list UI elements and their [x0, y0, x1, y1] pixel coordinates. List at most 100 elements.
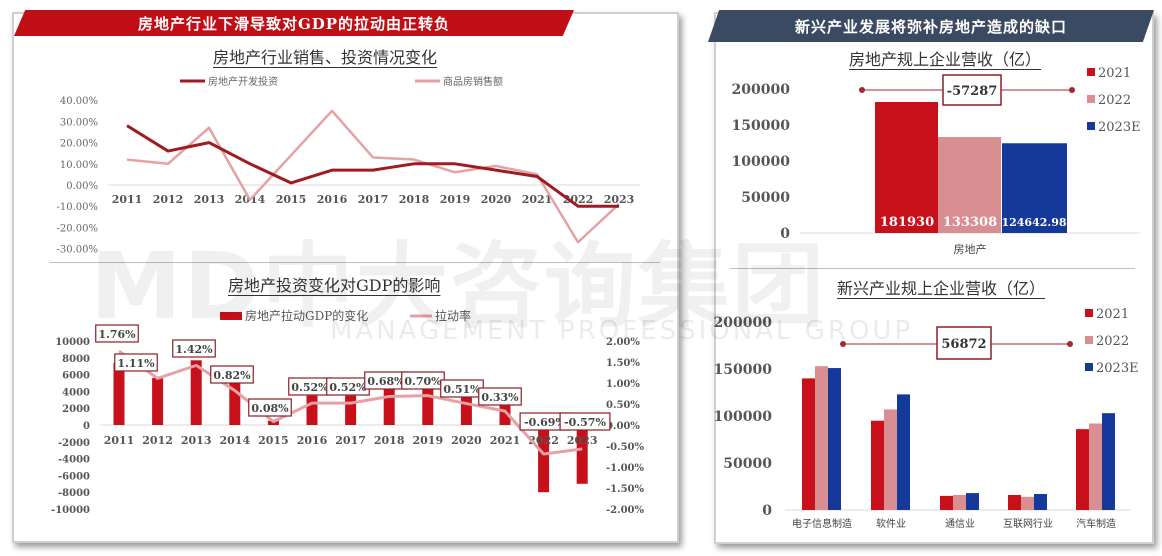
emerging-revenue-chart-title: 新兴产业规上企业营收（亿）: [837, 279, 1046, 298]
svg-text:-0.69%: -0.69%: [524, 416, 566, 429]
realestate-revenue-chart-title: 房地产规上企业营收（亿）: [849, 50, 1042, 69]
left-banner: 房地产行业下滑导致对GDP的拉动由正转负: [14, 10, 574, 36]
svg-text:-0.57%: -0.57%: [564, 416, 606, 429]
bar-电子信息制造-2021: [802, 378, 815, 510]
y-tick-label: -30.00%: [56, 245, 98, 256]
x-tick-label: 2021: [490, 434, 521, 447]
y-tick-label: 40.00%: [60, 96, 98, 107]
gdp-impact-combo-chart: 房地产拉动GDP的变化 拉动率 10000 8000 6000 4000 2000 0 -200…: [51, 308, 645, 516]
svg-text:拉动率: 拉动率: [435, 308, 471, 323]
legend-2022: 2022: [1085, 334, 1129, 349]
data-label: 0.08%: [248, 398, 292, 417]
x-tick-label: 2013: [194, 193, 225, 206]
sales-investment-chart-title: 房地产行业销售、投资情况变化: [213, 48, 438, 67]
x-tick-label: 2016: [317, 193, 348, 206]
bar-2023: [576, 425, 588, 484]
right-y-tick-label: -1.00%: [606, 463, 645, 474]
x-tick-label: 2023: [567, 434, 598, 447]
x-category-label: 通信业: [945, 518, 975, 530]
svg-text:0.70%: 0.70%: [404, 375, 442, 388]
x-tick-label: 2016: [297, 434, 328, 447]
data-label: 0.70%: [401, 371, 445, 390]
left-y-tick-label: 4000: [62, 387, 90, 398]
x-tick-label: 2013: [181, 434, 212, 447]
bar-互联网行业-2021: [1008, 494, 1021, 510]
svg-text:0.52%: 0.52%: [291, 381, 329, 394]
data-label: 1.76%: [95, 324, 139, 343]
y-tick-label: 0: [780, 226, 790, 242]
x-tick-label: 2022: [563, 193, 594, 206]
y-tick-label: 0.00%: [66, 181, 98, 192]
right-y-tick-label: 1.50%: [606, 358, 640, 369]
gdp-impact-chart-title: 房地产投资变化对GDP的影响: [228, 276, 441, 295]
bar-互联网行业-2023E: [1034, 494, 1047, 510]
y-tick-label: 30.00%: [60, 117, 98, 128]
bar-通信业-2022: [953, 494, 966, 510]
right-banner: 新兴产业发展将弥补房地产造成的缺口: [708, 10, 1154, 42]
bar-2014: [229, 383, 241, 425]
left-y-tick-label: -8000: [58, 488, 90, 499]
bar-value-label: 133308: [943, 215, 997, 230]
bar-2012: [152, 377, 164, 425]
left-y-tick-label: 6000: [62, 371, 90, 382]
bar-2022: [538, 425, 550, 493]
bar-2013: [190, 360, 202, 425]
left-y-tick-label: 0: [83, 421, 90, 432]
left-y-tick-label: -6000: [58, 471, 90, 482]
data-label: -0.57%: [559, 412, 611, 431]
bar-通信业-2021: [940, 495, 953, 510]
bar-2021: [875, 102, 938, 233]
data-label: 0.51%: [440, 379, 484, 398]
left-y-tick-label: -2000: [58, 438, 90, 449]
right-divider: [730, 268, 1135, 269]
bar-2023E: [1002, 143, 1067, 233]
difference-annotation: 56872: [840, 326, 1073, 360]
y-tick-label: 100000: [732, 154, 791, 170]
bar-2019: [422, 388, 434, 425]
svg-text:2022: 2022: [1098, 93, 1131, 108]
bar-2020: [460, 395, 472, 425]
bar-汽车制造-2021: [1076, 429, 1089, 510]
x-tick-label: 2021: [522, 193, 553, 206]
data-label: 0.68%: [364, 371, 408, 390]
y-tick-label: 150000: [732, 118, 791, 134]
y-tick-label: -10.00%: [56, 202, 98, 213]
y-tick-label: 200000: [732, 82, 791, 98]
svg-text:0.68%: 0.68%: [367, 375, 405, 388]
svg-text:0.33%: 0.33%: [481, 391, 519, 404]
y-tick-label: 100000: [714, 409, 773, 425]
right-y-tick-label: 1.00%: [606, 379, 640, 390]
y-tick-label: 0: [762, 503, 772, 519]
x-tick-label: 2017: [335, 434, 366, 447]
bar-电子信息制造-2022: [815, 366, 828, 510]
bar-2016: [306, 395, 318, 425]
right-y-tick-label: -1.50%: [606, 484, 645, 495]
data-label: 0.52%: [288, 377, 332, 396]
sales-investment-line-chart: 房地产开发投资 商品房销售额 40.00% 30.00% 20.00% 10.00% 0.0…: [56, 75, 640, 256]
x-tick-label: 2020: [481, 193, 512, 206]
x-category-label: 互联网行业: [1003, 517, 1053, 530]
bar-2018: [383, 388, 395, 425]
realestate-revenue-bar-chart: 200000 150000 100000 50000 0 181930 133308 1246…: [732, 66, 1141, 256]
data-label: 0.33%: [478, 387, 522, 406]
line-series-investment: [126, 124, 619, 208]
left-panel: [14, 14, 677, 541]
x-tick-label: 2020: [451, 434, 482, 447]
svg-text:1.42%: 1.42%: [175, 343, 213, 356]
right-y-tick-label: 0.50%: [606, 400, 640, 411]
bar-电子信息制造-2023E: [828, 368, 841, 510]
x-tick-label: 2018: [399, 193, 430, 206]
svg-text:0.52%: 0.52%: [329, 381, 367, 394]
bar-value-label: 124642.98: [1001, 216, 1066, 229]
data-label: 1.11%: [114, 353, 158, 372]
y-tick-label: 50000: [741, 190, 790, 206]
bar-2011: [113, 362, 125, 425]
y-tick-label: 20.00%: [60, 139, 98, 150]
svg-text:房地产拉动GDP的变化: 房地产拉动GDP的变化: [245, 308, 368, 323]
svg-text:0.08%: 0.08%: [251, 402, 289, 415]
right-y-tick-label: -0.50%: [606, 442, 645, 453]
bar-软件业-2021: [871, 420, 884, 510]
legend-investment: 房地产开发投资: [180, 75, 278, 88]
difference-annotation: -57287: [859, 74, 1075, 106]
left-y-tick-label: -4000: [58, 455, 90, 466]
